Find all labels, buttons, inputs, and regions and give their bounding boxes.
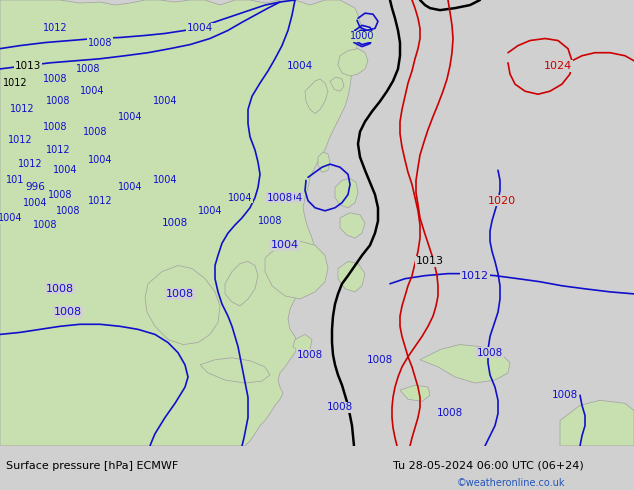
Text: 1004: 1004 [80,86,104,96]
Text: 1008: 1008 [267,193,293,202]
Text: 1024: 1024 [544,61,572,71]
Text: 1000: 1000 [350,31,374,42]
Text: 1013: 1013 [416,256,444,267]
Text: 1004: 1004 [153,175,178,185]
Text: ©weatheronline.co.uk: ©weatheronline.co.uk [456,478,565,488]
Text: 1008: 1008 [552,390,578,400]
Text: 1008: 1008 [166,289,194,299]
Text: 1013: 1013 [15,61,41,71]
Text: Surface pressure [hPa] ECMWF: Surface pressure [hPa] ECMWF [6,461,179,471]
Text: 1004: 1004 [87,155,112,165]
Text: Tu 28-05-2024 06:00 UTC (06+24): Tu 28-05-2024 06:00 UTC (06+24) [393,461,584,471]
Polygon shape [340,213,365,238]
Text: 1008: 1008 [48,190,72,199]
Text: 1008: 1008 [327,402,353,413]
Text: 1008: 1008 [83,127,107,137]
Polygon shape [0,0,362,446]
Text: 1004: 1004 [23,197,48,208]
Text: 1012: 1012 [42,24,67,33]
Polygon shape [338,262,365,292]
Text: 1008: 1008 [162,218,188,228]
Polygon shape [318,152,330,172]
Text: 1004: 1004 [187,24,213,33]
Polygon shape [293,334,312,353]
Text: 1012: 1012 [87,196,112,206]
Text: 1004: 1004 [153,97,178,106]
Text: 1004: 1004 [53,165,77,175]
Polygon shape [400,385,430,401]
Polygon shape [145,266,220,344]
Text: 1008: 1008 [54,307,82,317]
Polygon shape [330,77,344,91]
Text: 1008: 1008 [46,97,70,106]
Text: 1020: 1020 [488,196,516,206]
Text: 1004: 1004 [271,240,299,250]
Text: 1008: 1008 [297,350,323,360]
Text: 1004: 1004 [118,182,142,193]
Polygon shape [335,178,358,208]
Text: 1008: 1008 [437,409,463,418]
Polygon shape [560,400,634,446]
Text: 1004: 1004 [287,61,313,71]
Text: 1004: 1004 [277,193,303,202]
Text: 1008: 1008 [477,348,503,358]
Text: 1008: 1008 [87,38,112,48]
Text: 1012: 1012 [46,145,70,155]
Text: 101: 101 [6,175,24,185]
Text: 1012: 1012 [8,135,32,145]
Text: 1012: 1012 [461,270,489,281]
Text: 1004: 1004 [228,193,252,202]
Polygon shape [265,241,328,299]
Text: 1008: 1008 [46,284,74,294]
Text: 1008: 1008 [258,216,282,226]
Text: 1012: 1012 [3,78,27,88]
Text: 1004: 1004 [198,206,223,216]
Polygon shape [305,79,328,114]
Polygon shape [420,344,510,383]
Text: 1008: 1008 [75,64,100,74]
Text: 1008: 1008 [33,220,57,230]
Text: 1008: 1008 [367,355,393,365]
Text: 1012: 1012 [10,104,34,115]
Polygon shape [225,262,258,306]
Text: 1008: 1008 [56,206,81,216]
Polygon shape [200,358,270,383]
Text: 1004: 1004 [0,213,22,223]
Text: 1008: 1008 [42,74,67,84]
Polygon shape [338,49,368,76]
Text: 1012: 1012 [18,159,42,169]
Text: 1008: 1008 [42,122,67,132]
Text: 996: 996 [25,182,45,193]
Text: 1004: 1004 [118,112,142,122]
